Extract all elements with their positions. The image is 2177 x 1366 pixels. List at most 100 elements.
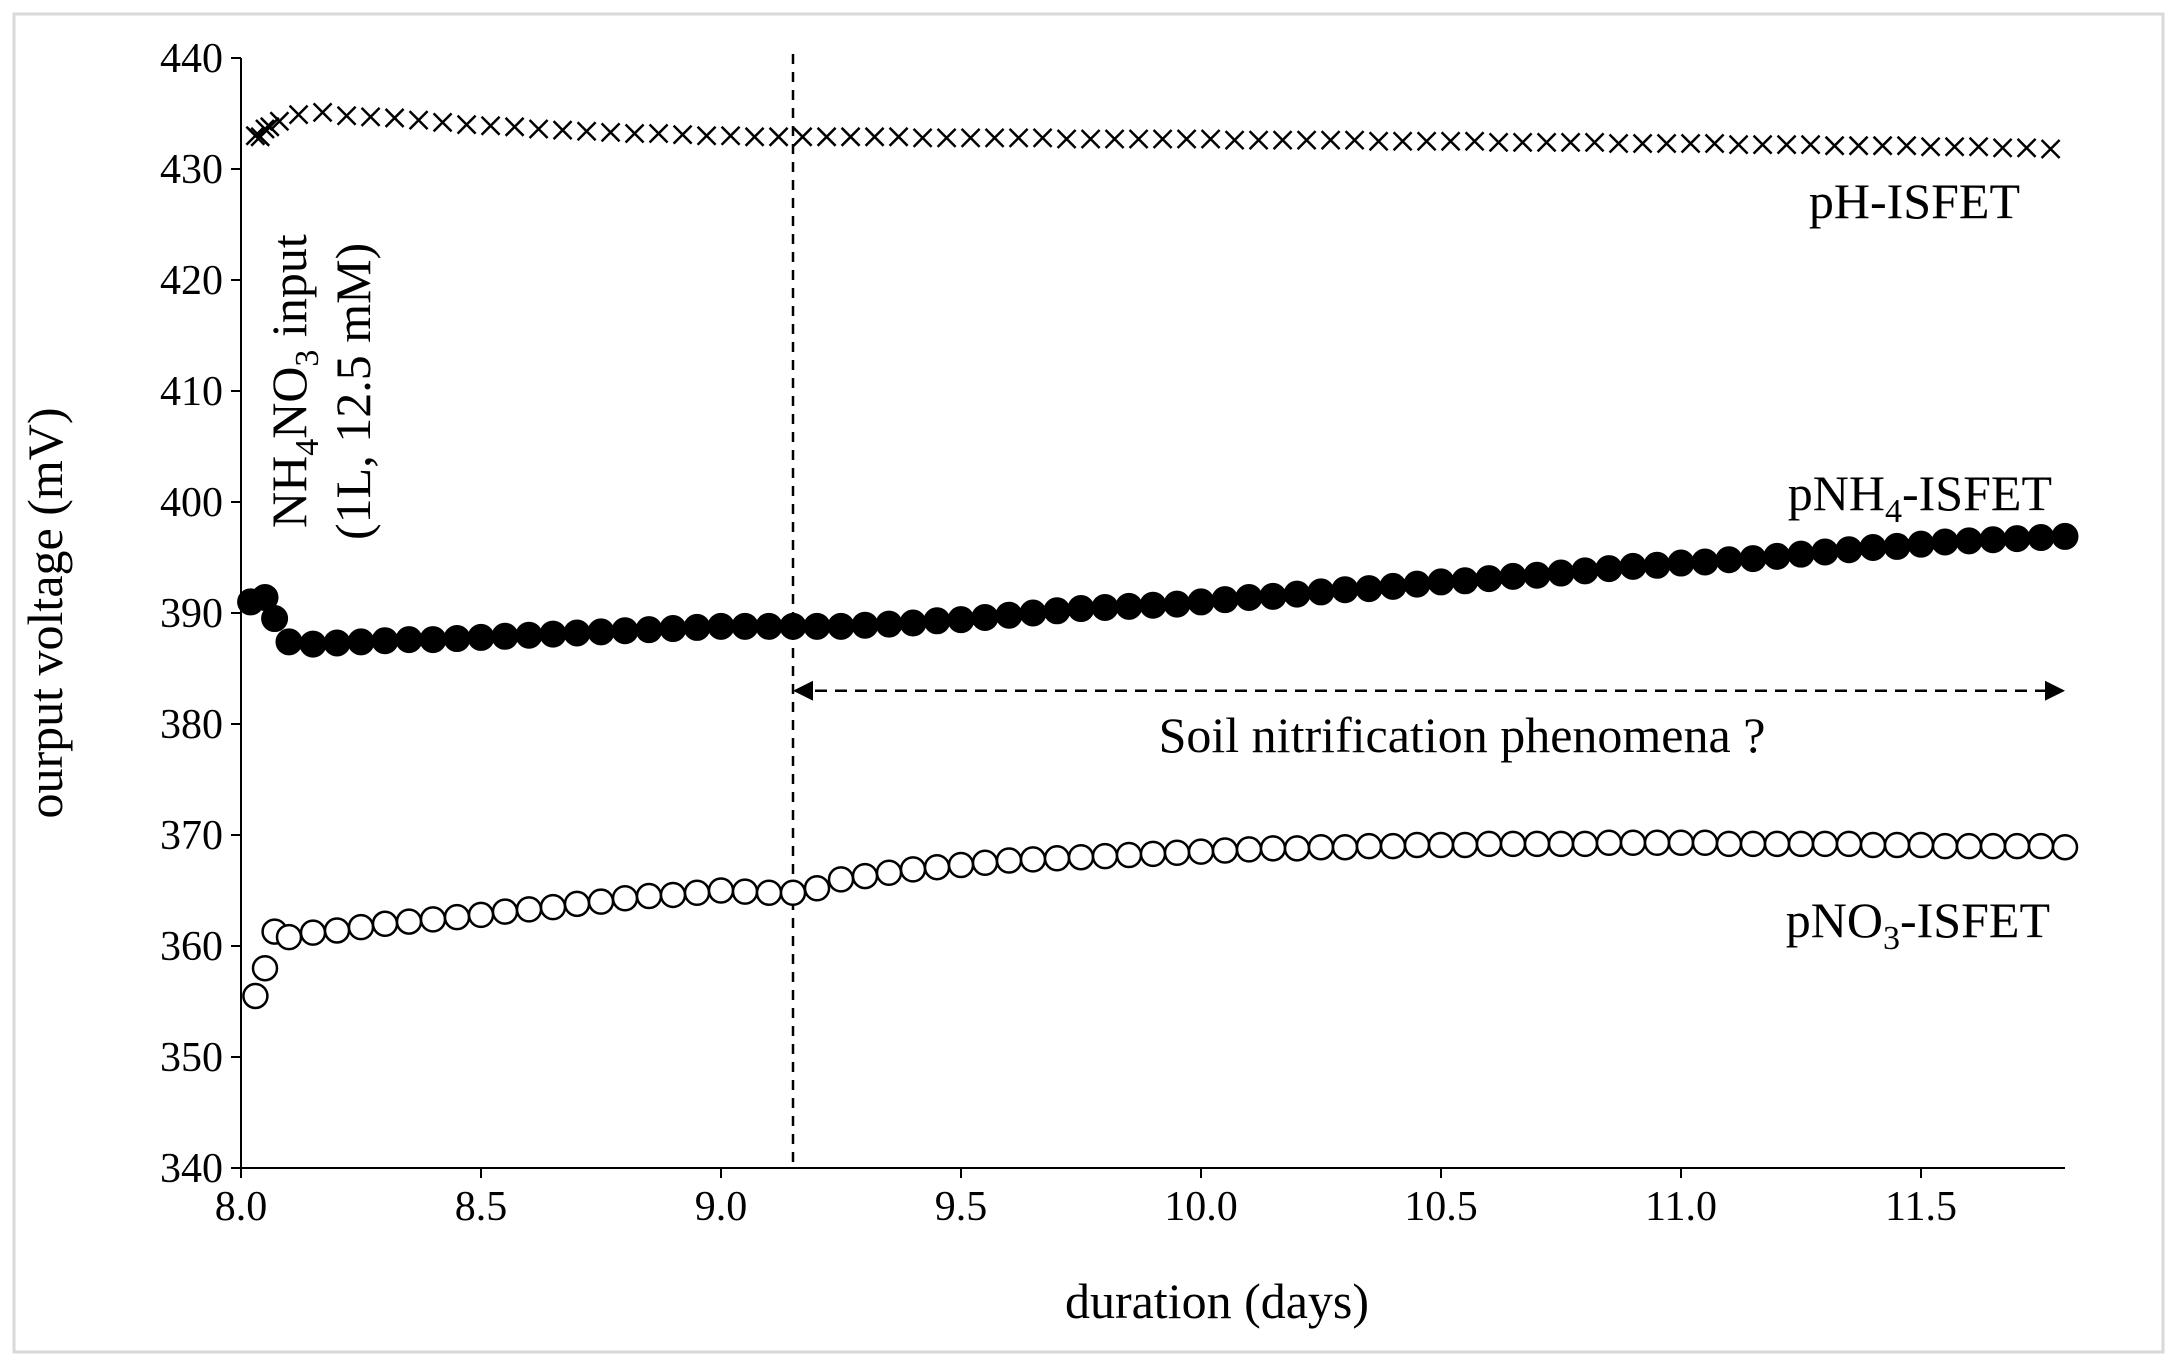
data-point-filled-circle xyxy=(467,623,495,651)
data-point-open-circle xyxy=(515,896,543,923)
x-tick-label: 11.0 xyxy=(1645,1184,1717,1230)
input-label-no: NO xyxy=(261,367,317,439)
data-point-open-circle xyxy=(1979,832,2007,860)
data-point-filled-circle xyxy=(971,603,999,631)
data-point-open-circle xyxy=(1163,839,1191,867)
data-point-x-marker xyxy=(720,125,741,146)
data-point-x-marker xyxy=(1560,132,1581,153)
data-point-open-circle xyxy=(1427,831,1455,859)
data-point-filled-circle xyxy=(1835,536,1863,564)
data-point-open-circle xyxy=(1451,831,1479,859)
data-point-open-circle xyxy=(1691,829,1719,857)
data-point-filled-circle xyxy=(1763,542,1791,570)
data-point-filled-circle xyxy=(539,620,567,648)
data-point-filled-circle xyxy=(1091,593,1119,621)
data-point-x-marker xyxy=(1368,131,1389,152)
data-point-x-marker xyxy=(1392,131,1413,152)
data-point-open-circle xyxy=(659,881,687,909)
label-pno3-text: pNO xyxy=(1786,892,1883,948)
data-point-open-circle xyxy=(611,885,639,912)
data-point-open-circle xyxy=(1259,835,1287,862)
label-pno3-isfet: pNO3-ISFET xyxy=(1786,892,2050,957)
data-point-open-circle xyxy=(1403,831,1431,859)
data-point-open-circle xyxy=(1883,831,1911,859)
data-point-x-marker xyxy=(1224,130,1245,151)
data-point-open-circle xyxy=(1187,838,1215,865)
data-point-x-marker xyxy=(360,106,381,127)
data-point-filled-circle xyxy=(1475,565,1503,593)
data-point-filled-circle xyxy=(1619,552,1647,580)
data-point-x-marker xyxy=(245,125,266,146)
data-point-filled-circle xyxy=(1523,561,1551,589)
data-point-filled-circle xyxy=(1787,540,1815,568)
x-tick-label: 9.0 xyxy=(695,1184,748,1230)
data-point-filled-circle xyxy=(1667,549,1695,577)
data-point-open-circle xyxy=(1907,831,1935,859)
data-point-filled-circle xyxy=(875,610,903,638)
x-tick-label: 10.5 xyxy=(1404,1184,1478,1230)
data-point-filled-circle xyxy=(1883,532,1911,560)
data-point-open-circle xyxy=(1139,840,1167,868)
data-point-x-marker xyxy=(269,111,290,132)
data-point-open-circle xyxy=(1307,833,1335,861)
data-point-x-marker xyxy=(1968,136,1989,157)
data-point-x-marker xyxy=(384,108,405,128)
data-point-x-marker xyxy=(1512,132,1533,153)
data-point-x-marker xyxy=(1680,133,1701,154)
data-point-x-marker xyxy=(840,126,861,147)
data-point-x-marker xyxy=(1848,135,1869,156)
data-point-open-circle xyxy=(1595,829,1623,857)
data-point-open-circle xyxy=(2003,832,2031,860)
data-point-x-marker xyxy=(1992,138,2013,158)
data-point-filled-circle xyxy=(611,617,639,645)
data-point-open-circle xyxy=(971,849,999,876)
data-point-filled-circle xyxy=(491,622,519,650)
series-ph-isfet xyxy=(245,102,2061,159)
data-point-filled-circle xyxy=(1955,527,1983,555)
y-tick-label: 430 xyxy=(160,147,223,193)
data-point-x-marker xyxy=(672,124,693,145)
data-point-open-circle xyxy=(1931,832,1959,860)
data-point-x-marker xyxy=(1728,134,1749,155)
data-point-filled-circle xyxy=(1595,555,1623,583)
data-point-x-marker xyxy=(1608,133,1629,154)
data-point-open-circle xyxy=(1715,830,1743,858)
data-point-x-marker xyxy=(648,123,669,144)
data-point-open-circle xyxy=(1619,829,1647,857)
data-point-filled-circle xyxy=(371,627,399,655)
data-point-filled-circle xyxy=(1211,586,1239,614)
data-point-x-marker xyxy=(1752,134,1773,155)
input-label-line1: NH4NO3 input xyxy=(261,234,326,528)
data-point-filled-circle xyxy=(395,626,423,654)
data-point-filled-circle xyxy=(1451,567,1479,595)
label-pno3-suffix: -ISFET xyxy=(1900,892,2050,948)
data-point-x-marker xyxy=(960,128,981,148)
data-point-x-marker xyxy=(1944,136,1965,157)
data-point-open-circle xyxy=(1787,830,1815,858)
data-point-filled-circle xyxy=(299,630,327,658)
data-point-x-marker xyxy=(600,122,621,143)
data-point-x-marker xyxy=(456,114,477,135)
data-point-open-circle xyxy=(587,888,615,915)
data-point-filled-circle xyxy=(1547,559,1575,587)
data-point-open-circle xyxy=(491,898,519,925)
data-point-filled-circle xyxy=(851,611,879,639)
data-point-open-circle xyxy=(443,903,471,931)
data-point-filled-circle xyxy=(2051,522,2079,550)
series-pno3-isfet xyxy=(242,829,2079,1010)
data-point-x-marker xyxy=(1920,136,1941,157)
x-axis-title: duration (days) xyxy=(1065,1273,1369,1329)
data-point-filled-circle xyxy=(1331,576,1359,604)
data-point-open-circle xyxy=(371,910,399,938)
data-point-x-marker xyxy=(1080,129,1101,149)
data-point-x-marker xyxy=(1824,135,1845,156)
data-point-open-circle xyxy=(242,982,269,1010)
data-point-x-marker xyxy=(1296,130,1317,151)
data-point-open-circle xyxy=(563,890,591,918)
data-point-x-marker xyxy=(768,126,789,147)
label-ph-text: pH-ISFET xyxy=(1809,173,2020,229)
data-point-x-marker xyxy=(336,105,357,126)
data-point-x-marker xyxy=(1776,134,1797,155)
data-point-open-circle xyxy=(1859,831,1887,859)
input-label-sub2: 3 xyxy=(289,350,326,367)
